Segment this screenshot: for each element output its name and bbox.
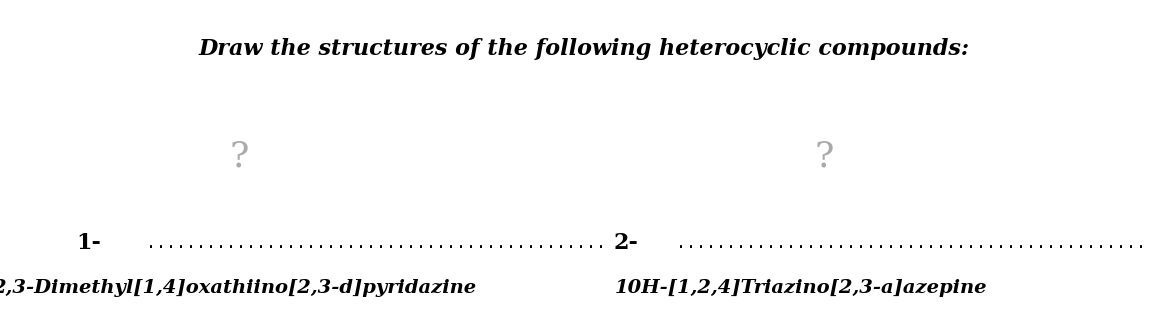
Text: Draw the structures of the following heterocyclic compounds:: Draw the structures of the following het… bbox=[199, 38, 970, 59]
Text: 2-: 2- bbox=[614, 232, 638, 254]
Text: 2,3-Dimethyl[1,4]oxathiino[2,3-d]pyridazine: 2,3-Dimethyl[1,4]oxathiino[2,3-d]pyridaz… bbox=[0, 279, 476, 297]
Text: ?: ? bbox=[230, 140, 249, 173]
Text: 10H-[1,2,4]Triazino[2,3-a]azepine: 10H-[1,2,4]Triazino[2,3-a]azepine bbox=[615, 279, 987, 297]
Text: ..............................................: ........................................… bbox=[146, 233, 606, 252]
Text: 1-: 1- bbox=[76, 232, 101, 254]
Text: ...............................................: ........................................… bbox=[676, 233, 1146, 252]
Text: ?: ? bbox=[815, 140, 833, 173]
